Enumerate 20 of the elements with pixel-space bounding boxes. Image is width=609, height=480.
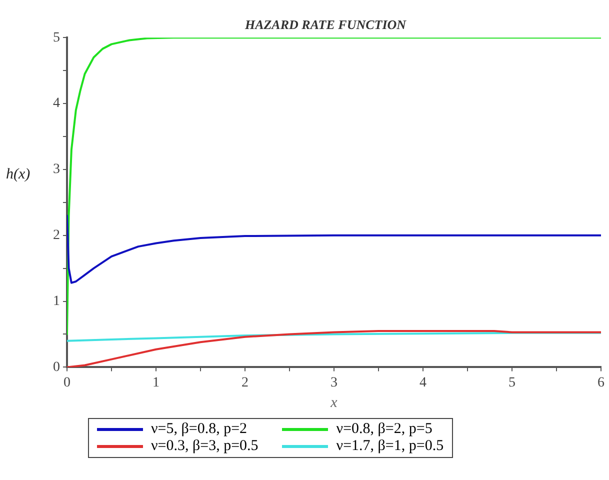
y-tick-label: 4 — [53, 96, 60, 112]
y-axis-title: h(x) — [6, 166, 30, 182]
chart-title: HAZARD RATE FUNCTION — [244, 17, 407, 32]
x-tick-label: 4 — [420, 375, 426, 390]
legend-label: ν=0.3, β=3, p=0.5 — [151, 438, 258, 455]
legend-label: ν=0.8, β=2, p=5 — [336, 421, 432, 438]
x-tick-label: 0 — [64, 375, 70, 390]
y-tick-label: 5 — [53, 30, 60, 46]
y-tick-label: 0 — [53, 360, 60, 375]
legend-label: ν=1.7, β=1, p=0.5 — [336, 438, 444, 455]
y-tick-label: 3 — [53, 162, 60, 178]
x-tick-label: 5 — [508, 375, 516, 390]
x-tick-label: 2 — [242, 375, 248, 390]
y-tick-label: 1 — [53, 294, 60, 309]
x-axis-title: x — [330, 394, 338, 411]
legend-label: ν=5, β=0.8, p=2 — [151, 421, 248, 438]
y-tick-label: 2 — [53, 228, 60, 244]
x-tick-label: 1 — [152, 375, 160, 390]
x-tick-label: 6 — [598, 375, 604, 390]
x-tick-label: 3 — [330, 375, 338, 390]
